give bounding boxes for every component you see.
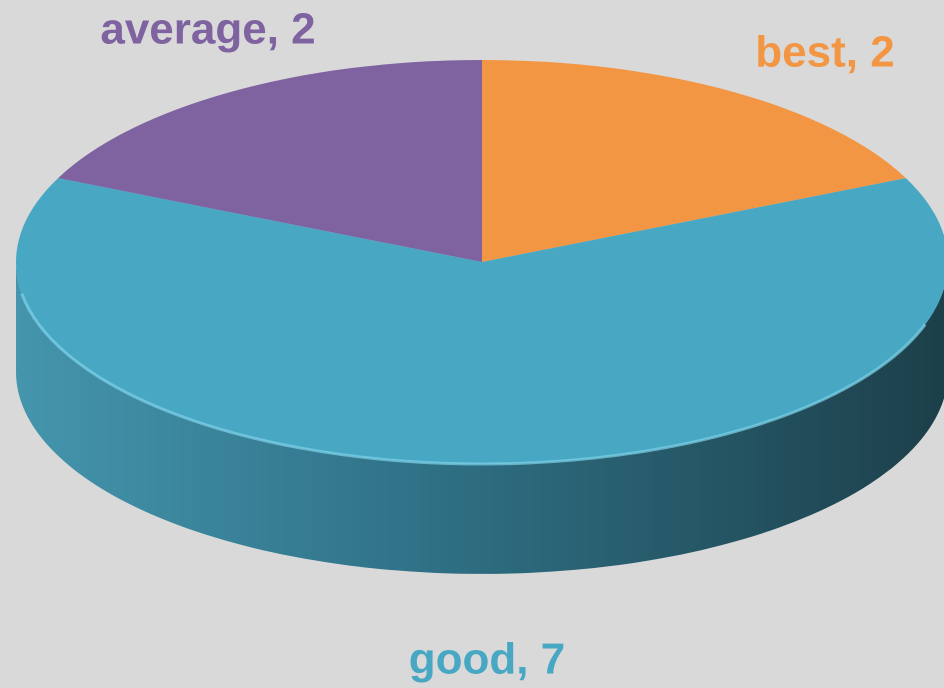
rim-highlight (20, 293, 927, 466)
pie-slice (58, 60, 483, 262)
pie-slice (482, 60, 906, 262)
pie-side (16, 262, 944, 574)
data-label: average, 2 (100, 5, 315, 54)
data-label: best, 2 (755, 28, 894, 77)
pie-slice (16, 178, 944, 465)
data-label: good, 7 (409, 635, 565, 684)
